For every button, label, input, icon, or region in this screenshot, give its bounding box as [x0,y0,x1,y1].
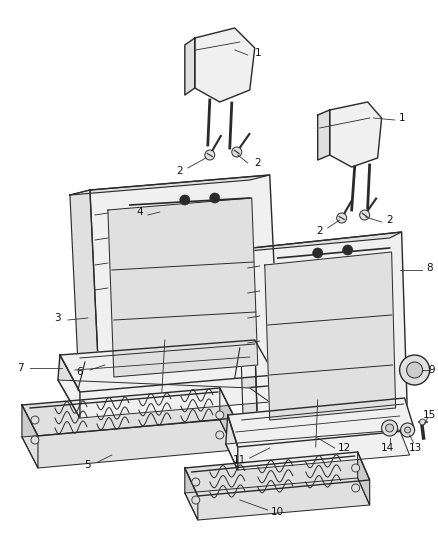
Polygon shape [90,175,280,400]
Polygon shape [195,28,255,102]
Circle shape [420,419,426,425]
Polygon shape [58,355,80,418]
Polygon shape [226,430,410,470]
Text: 1: 1 [399,113,406,123]
Text: 14: 14 [381,443,394,453]
Text: 2: 2 [254,158,261,168]
Circle shape [216,431,224,439]
Circle shape [216,411,224,419]
Polygon shape [226,415,238,470]
Text: 2: 2 [177,166,183,176]
Polygon shape [22,388,235,436]
Text: 15: 15 [423,410,436,420]
Polygon shape [185,38,195,95]
Polygon shape [238,248,258,440]
Polygon shape [58,380,270,418]
Text: 10: 10 [271,507,284,517]
Circle shape [401,423,415,437]
Text: 12: 12 [338,443,351,453]
Text: 2: 2 [386,215,393,225]
Text: 5: 5 [85,460,91,470]
Polygon shape [318,110,330,160]
Circle shape [192,478,200,486]
Text: 13: 13 [409,443,422,453]
Circle shape [343,245,353,255]
Circle shape [210,193,220,203]
Text: 11: 11 [233,455,247,465]
Circle shape [385,424,394,432]
Text: 9: 9 [428,365,435,375]
Text: 2: 2 [316,226,323,236]
Text: 3: 3 [55,313,61,323]
Text: 4: 4 [137,207,143,217]
Circle shape [405,427,410,433]
Text: 8: 8 [426,263,433,273]
Circle shape [406,362,423,378]
Circle shape [360,210,370,220]
Polygon shape [70,190,100,405]
Polygon shape [108,198,258,377]
Circle shape [232,147,242,157]
Polygon shape [185,452,370,496]
Circle shape [313,248,323,258]
Polygon shape [22,405,38,468]
Circle shape [352,464,360,472]
Polygon shape [330,102,381,167]
Polygon shape [238,232,402,252]
Polygon shape [185,468,198,520]
Circle shape [192,496,200,504]
Circle shape [352,484,360,492]
Circle shape [31,416,39,424]
Text: 6: 6 [77,367,83,377]
Polygon shape [220,388,235,450]
Text: 7: 7 [17,363,23,373]
Circle shape [205,150,215,160]
Text: 1: 1 [254,48,261,58]
Polygon shape [70,175,270,195]
Polygon shape [252,232,408,435]
Polygon shape [185,478,370,520]
Polygon shape [22,420,235,468]
Polygon shape [358,452,370,505]
Circle shape [31,436,39,444]
Polygon shape [60,340,275,392]
Polygon shape [228,398,415,447]
Circle shape [399,355,430,385]
Polygon shape [265,252,396,420]
Circle shape [381,420,398,436]
Circle shape [180,195,190,205]
Circle shape [337,213,346,223]
